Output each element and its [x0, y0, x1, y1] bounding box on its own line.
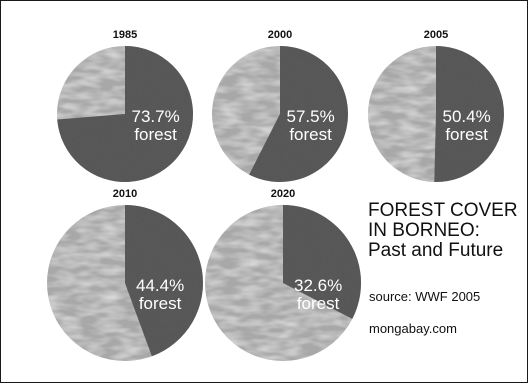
pie-value-label-2000: 57.5%	[286, 107, 334, 126]
pie-year-label-2000: 2000	[268, 29, 292, 41]
pie-category-label-2005: forest	[445, 125, 488, 144]
pie-2005: 2005 50.4%forest	[368, 29, 504, 182]
source-note: source: WWF 2005	[369, 289, 481, 304]
chart-title-line-3: Past and Future	[368, 240, 504, 261]
pie-year-label-2020: 2020	[271, 188, 295, 200]
pie-1985: 1985 73.7%forest	[57, 29, 194, 183]
pie-category-label-2000: forest	[289, 125, 332, 144]
pie-slice-forest-2000	[249, 46, 348, 182]
pie-value-label-2020: 32.6%	[294, 276, 342, 295]
pie-slice-forest-2010	[125, 205, 203, 357]
pie-year-label-2005: 2005	[424, 29, 448, 41]
pie-slice-forest-2020	[283, 205, 361, 319]
pie-category-label-2020: forest	[297, 294, 340, 313]
pie-value-label-2005: 50.4%	[442, 107, 490, 126]
pie-year-label-1985: 1985	[113, 29, 137, 41]
pie-value-label-1985: 73.7%	[131, 107, 179, 126]
pie-year-label-2010: 2010	[113, 188, 137, 200]
pie-slice-forest-1985	[57, 46, 194, 183]
credit-note: mongabay.com	[369, 321, 457, 336]
pie-slice-forest-2005	[434, 46, 504, 182]
pie-category-label-1985: forest	[134, 125, 177, 144]
pie-value-label-2010: 44.4%	[136, 276, 184, 295]
pie-2000: 2000 57.5%forest	[212, 29, 348, 182]
pie-category-label-2010: forest	[139, 294, 182, 313]
pie-2020: 2020 32.6%forest	[205, 188, 361, 361]
pie-2010: 2010 44.4%forest	[47, 188, 203, 361]
chart-title-line-2: IN BORNEO:	[368, 220, 480, 241]
chart-title-line-1: FOREST COVER	[368, 200, 518, 221]
